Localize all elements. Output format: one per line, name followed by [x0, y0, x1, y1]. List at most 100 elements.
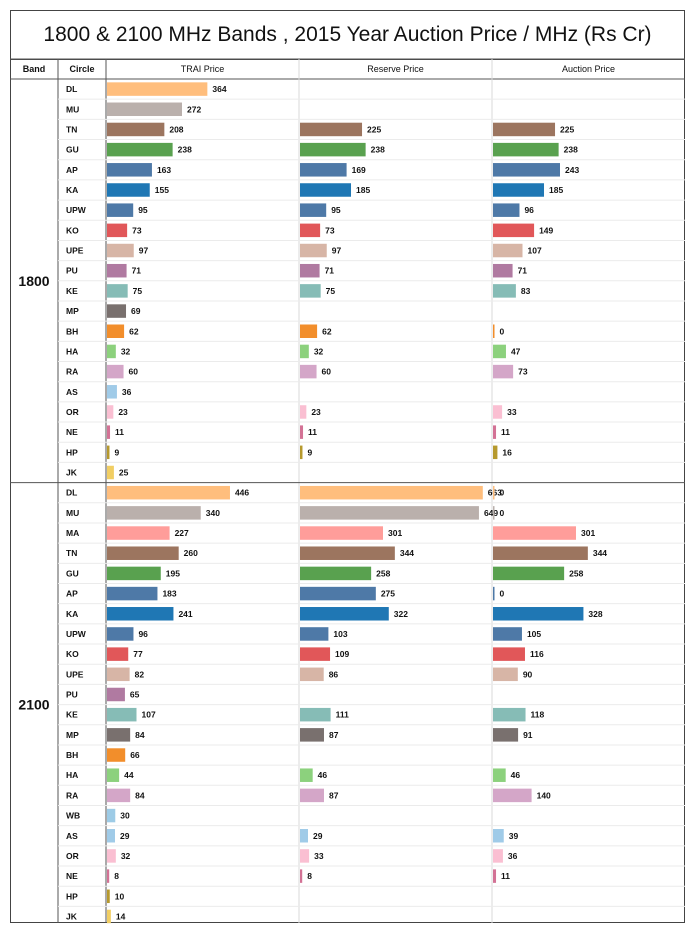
data-label: 32 [121, 346, 131, 356]
bar [107, 566, 161, 581]
bar [300, 707, 331, 722]
bar [300, 183, 352, 197]
circle-label: BH [66, 326, 78, 336]
data-label: 185 [356, 185, 370, 195]
table-row: PU 71 71 71 [58, 263, 685, 282]
data-label: 71 [325, 266, 335, 276]
data-label: 90 [523, 669, 533, 679]
data-label: 84 [135, 730, 145, 740]
data-label: 73 [132, 225, 142, 235]
circle-label: JK [66, 911, 78, 921]
bar [493, 647, 525, 661]
data-label: 9 [307, 447, 312, 457]
data-label: 328 [588, 609, 602, 619]
band-label: 2100 [18, 697, 49, 713]
bar [107, 849, 116, 863]
bar [493, 506, 495, 520]
data-label: 65 [130, 689, 140, 699]
data-label: 10 [115, 891, 125, 901]
table-row: OR 32 33 36 [58, 849, 685, 867]
bar [493, 526, 576, 540]
data-label: 11 [501, 871, 510, 881]
bar [493, 768, 506, 782]
data-label: 11 [501, 427, 510, 437]
circle-label: UPE [66, 246, 84, 256]
data-label: 46 [511, 770, 521, 780]
data-label: 301 [581, 528, 595, 538]
data-label: 107 [142, 710, 156, 720]
bar [107, 385, 117, 399]
data-label: 260 [184, 548, 198, 558]
circle-label: MP [66, 306, 79, 316]
data-label: 86 [329, 669, 339, 679]
data-label: 66 [130, 750, 140, 760]
circle-label: GU [66, 145, 79, 155]
circle-label: HA [66, 346, 78, 356]
table-row: GU 238 238 238 [58, 142, 685, 161]
bar [107, 284, 128, 298]
measure-header: TRAI Price [181, 64, 225, 74]
bar [300, 284, 321, 298]
data-label: 238 [178, 145, 192, 155]
bar [300, 647, 331, 661]
table-row: RA 84 87 140 [58, 788, 685, 806]
data-label: 8 [307, 871, 312, 881]
bar [107, 102, 182, 117]
table-row: RA 60 60 73 [58, 364, 685, 383]
bar [107, 82, 208, 96]
data-label: 111 [336, 710, 350, 720]
data-label: 208 [169, 124, 183, 134]
data-label: 0 [500, 508, 505, 518]
circle-label: KE [66, 286, 78, 296]
data-label: 69 [131, 306, 141, 316]
bar [493, 203, 520, 217]
bar [300, 526, 383, 540]
data-label: 96 [524, 205, 534, 215]
bar [300, 364, 317, 379]
bar [493, 243, 523, 258]
data-label: 169 [352, 165, 366, 175]
bar [107, 203, 134, 217]
circle-label: DL [66, 488, 77, 498]
data-label: 149 [539, 225, 553, 235]
band-column-header: Band [23, 64, 46, 74]
bar [107, 768, 120, 782]
table-row: MA 227 301 301 [58, 526, 685, 544]
bar [493, 849, 503, 863]
data-label: 33 [314, 851, 324, 861]
data-label: 225 [367, 124, 381, 134]
circle-label: AS [66, 387, 78, 397]
bar [107, 243, 134, 258]
data-label: 97 [332, 246, 342, 256]
circle-label: AS [66, 831, 78, 841]
bar [493, 183, 545, 197]
data-label: 23 [311, 407, 321, 417]
data-label: 30 [120, 811, 130, 821]
data-label: 75 [326, 286, 336, 296]
data-label: 116 [530, 649, 544, 659]
table-row: NE 11 11 11 [58, 425, 685, 443]
table-row: MU 272 [58, 102, 685, 120]
circle-label: UPW [66, 205, 87, 215]
circle-label: GU [66, 568, 79, 578]
bar [300, 546, 395, 560]
circle-label: RA [66, 367, 78, 377]
table-row: TN 260 344 344 [58, 546, 685, 564]
bar [493, 788, 532, 803]
circle-label: PU [66, 266, 78, 276]
data-label: 301 [388, 528, 402, 538]
bar [107, 324, 125, 338]
data-label: 96 [138, 629, 148, 639]
table-row: MP 69 [58, 304, 685, 322]
bar [493, 485, 495, 500]
data-label: 97 [139, 246, 149, 256]
data-label: 322 [394, 609, 408, 619]
bar [493, 728, 519, 742]
bar [300, 142, 366, 157]
circle-label: MU [66, 104, 79, 114]
bar [107, 526, 170, 540]
data-label: 105 [527, 629, 541, 639]
circle-label: OR [66, 851, 79, 861]
data-label: 227 [175, 528, 189, 538]
data-label: 238 [371, 145, 385, 155]
